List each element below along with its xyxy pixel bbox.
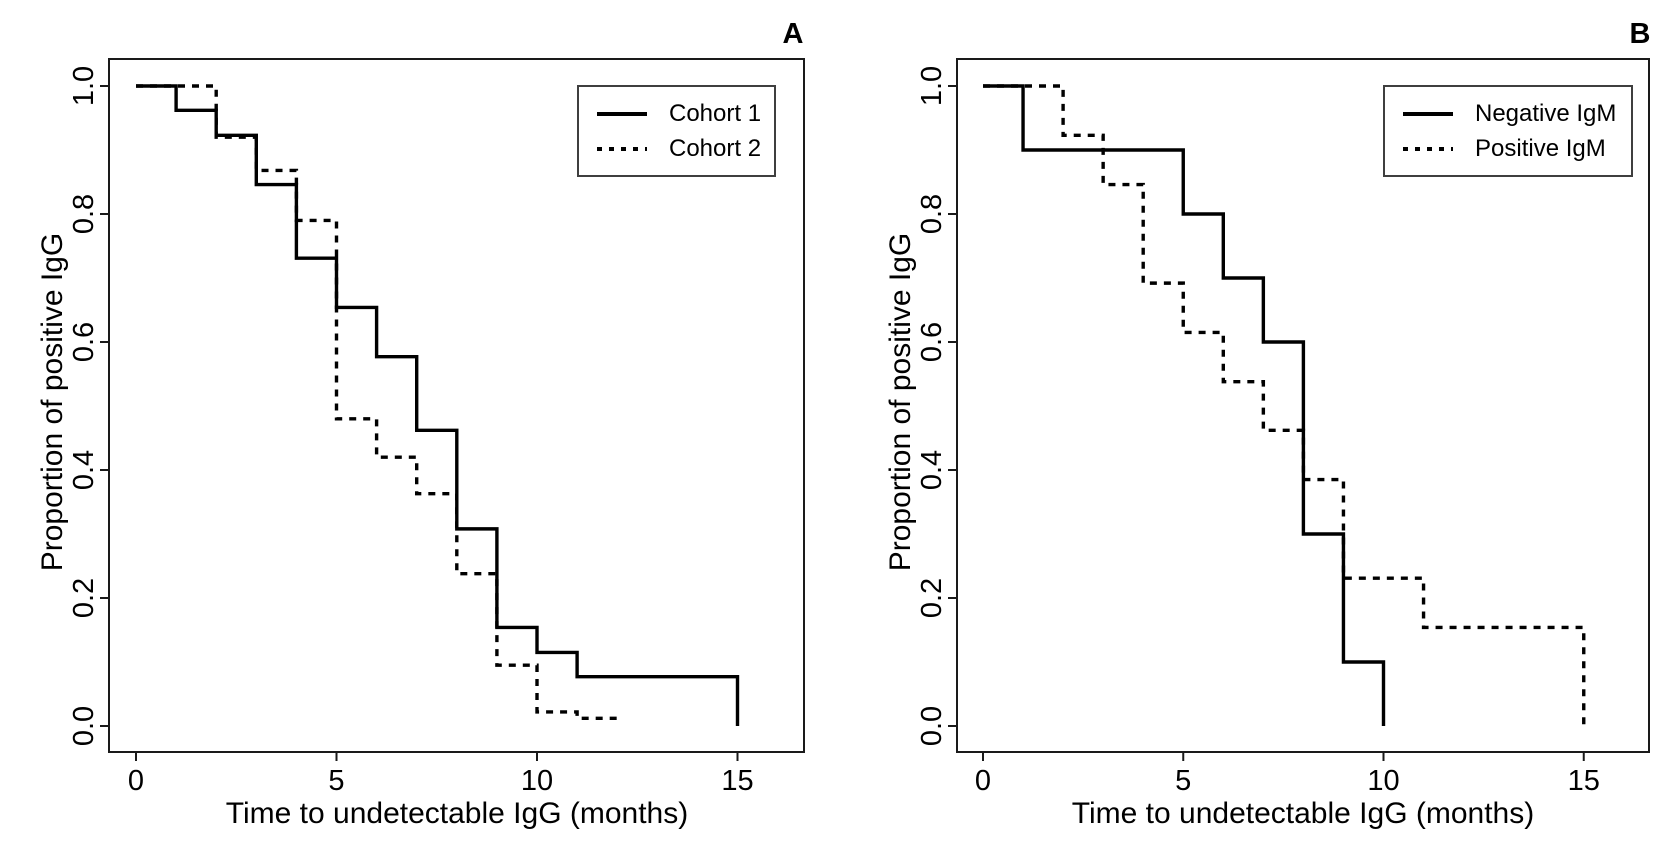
survival-curve-cohort-2 bbox=[136, 84, 618, 721]
y-tick-label-b: 1.0 bbox=[916, 66, 948, 106]
dashed-line-sample-icon bbox=[1403, 146, 1453, 151]
y-tick-label-b: 0.4 bbox=[916, 450, 948, 490]
x-tick-label-a: 5 bbox=[328, 765, 344, 797]
x-tick-label-a: 10 bbox=[521, 765, 553, 797]
y-axis-label-a: Proportion of positive IgG bbox=[36, 232, 69, 572]
y-tick-label-a: 0.6 bbox=[68, 322, 100, 362]
y-tick-label-a: 1.0 bbox=[68, 66, 100, 106]
y-tick-label-a: 0.8 bbox=[68, 194, 100, 234]
y-tick-label-a: 0.4 bbox=[68, 450, 100, 490]
legend-entry-cohort-1: Cohort 1 bbox=[597, 99, 774, 127]
panel-letter-a: A bbox=[782, 18, 804, 50]
legend-label: Cohort 1 bbox=[669, 99, 762, 127]
x-tick-label-b: 15 bbox=[1568, 765, 1600, 797]
survival-curve-cohort-1 bbox=[136, 84, 740, 726]
legend-label: Negative IgM bbox=[1475, 99, 1617, 127]
legend-panel-a: Cohort 1 Cohort 2 bbox=[577, 85, 776, 177]
x-tick-label-b: 10 bbox=[1367, 765, 1399, 797]
x-tick-label-b: 0 bbox=[975, 765, 991, 797]
y-tick-label-b: 0.8 bbox=[916, 194, 948, 234]
plot-box-b bbox=[956, 58, 1650, 753]
legend-label: Cohort 2 bbox=[669, 134, 762, 162]
y-tick-label-b: 0.2 bbox=[916, 578, 948, 618]
survival-curve-positive-igm bbox=[983, 84, 1586, 726]
x-tick-label-a: 15 bbox=[721, 765, 753, 797]
y-tick-label-a: 0.2 bbox=[68, 578, 100, 618]
y-tick-label-b: 0.6 bbox=[916, 322, 948, 362]
y-tick-label-b: 0.0 bbox=[916, 706, 948, 746]
legend-panel-b: Negative IgM Positive IgM bbox=[1383, 85, 1633, 177]
y-axis-label-b: Proportion of positive IgG bbox=[884, 232, 917, 572]
legend-label: Positive IgM bbox=[1475, 134, 1606, 162]
x-axis-label-b: Time to undetectable IgG (months) bbox=[1071, 797, 1535, 830]
survival-curve-negative-igm bbox=[983, 84, 1386, 726]
solid-line-sample-icon bbox=[597, 111, 647, 116]
dashed-line-sample-icon bbox=[597, 146, 647, 151]
panel-letter-b: B bbox=[1629, 18, 1651, 50]
legend-entry-cohort-2: Cohort 2 bbox=[597, 134, 774, 162]
plot-box-a bbox=[108, 58, 805, 753]
x-tick-label-b: 5 bbox=[1175, 765, 1191, 797]
solid-line-sample-icon bbox=[1403, 111, 1453, 116]
x-tick-label-a: 0 bbox=[128, 765, 144, 797]
x-axis-label-a: Time to undetectable IgG (months) bbox=[225, 797, 689, 830]
legend-entry-positive-igm: Positive IgM bbox=[1403, 134, 1631, 162]
y-tick-label-a: 0.0 bbox=[68, 706, 100, 746]
legend-entry-negative-igm: Negative IgM bbox=[1403, 99, 1631, 127]
